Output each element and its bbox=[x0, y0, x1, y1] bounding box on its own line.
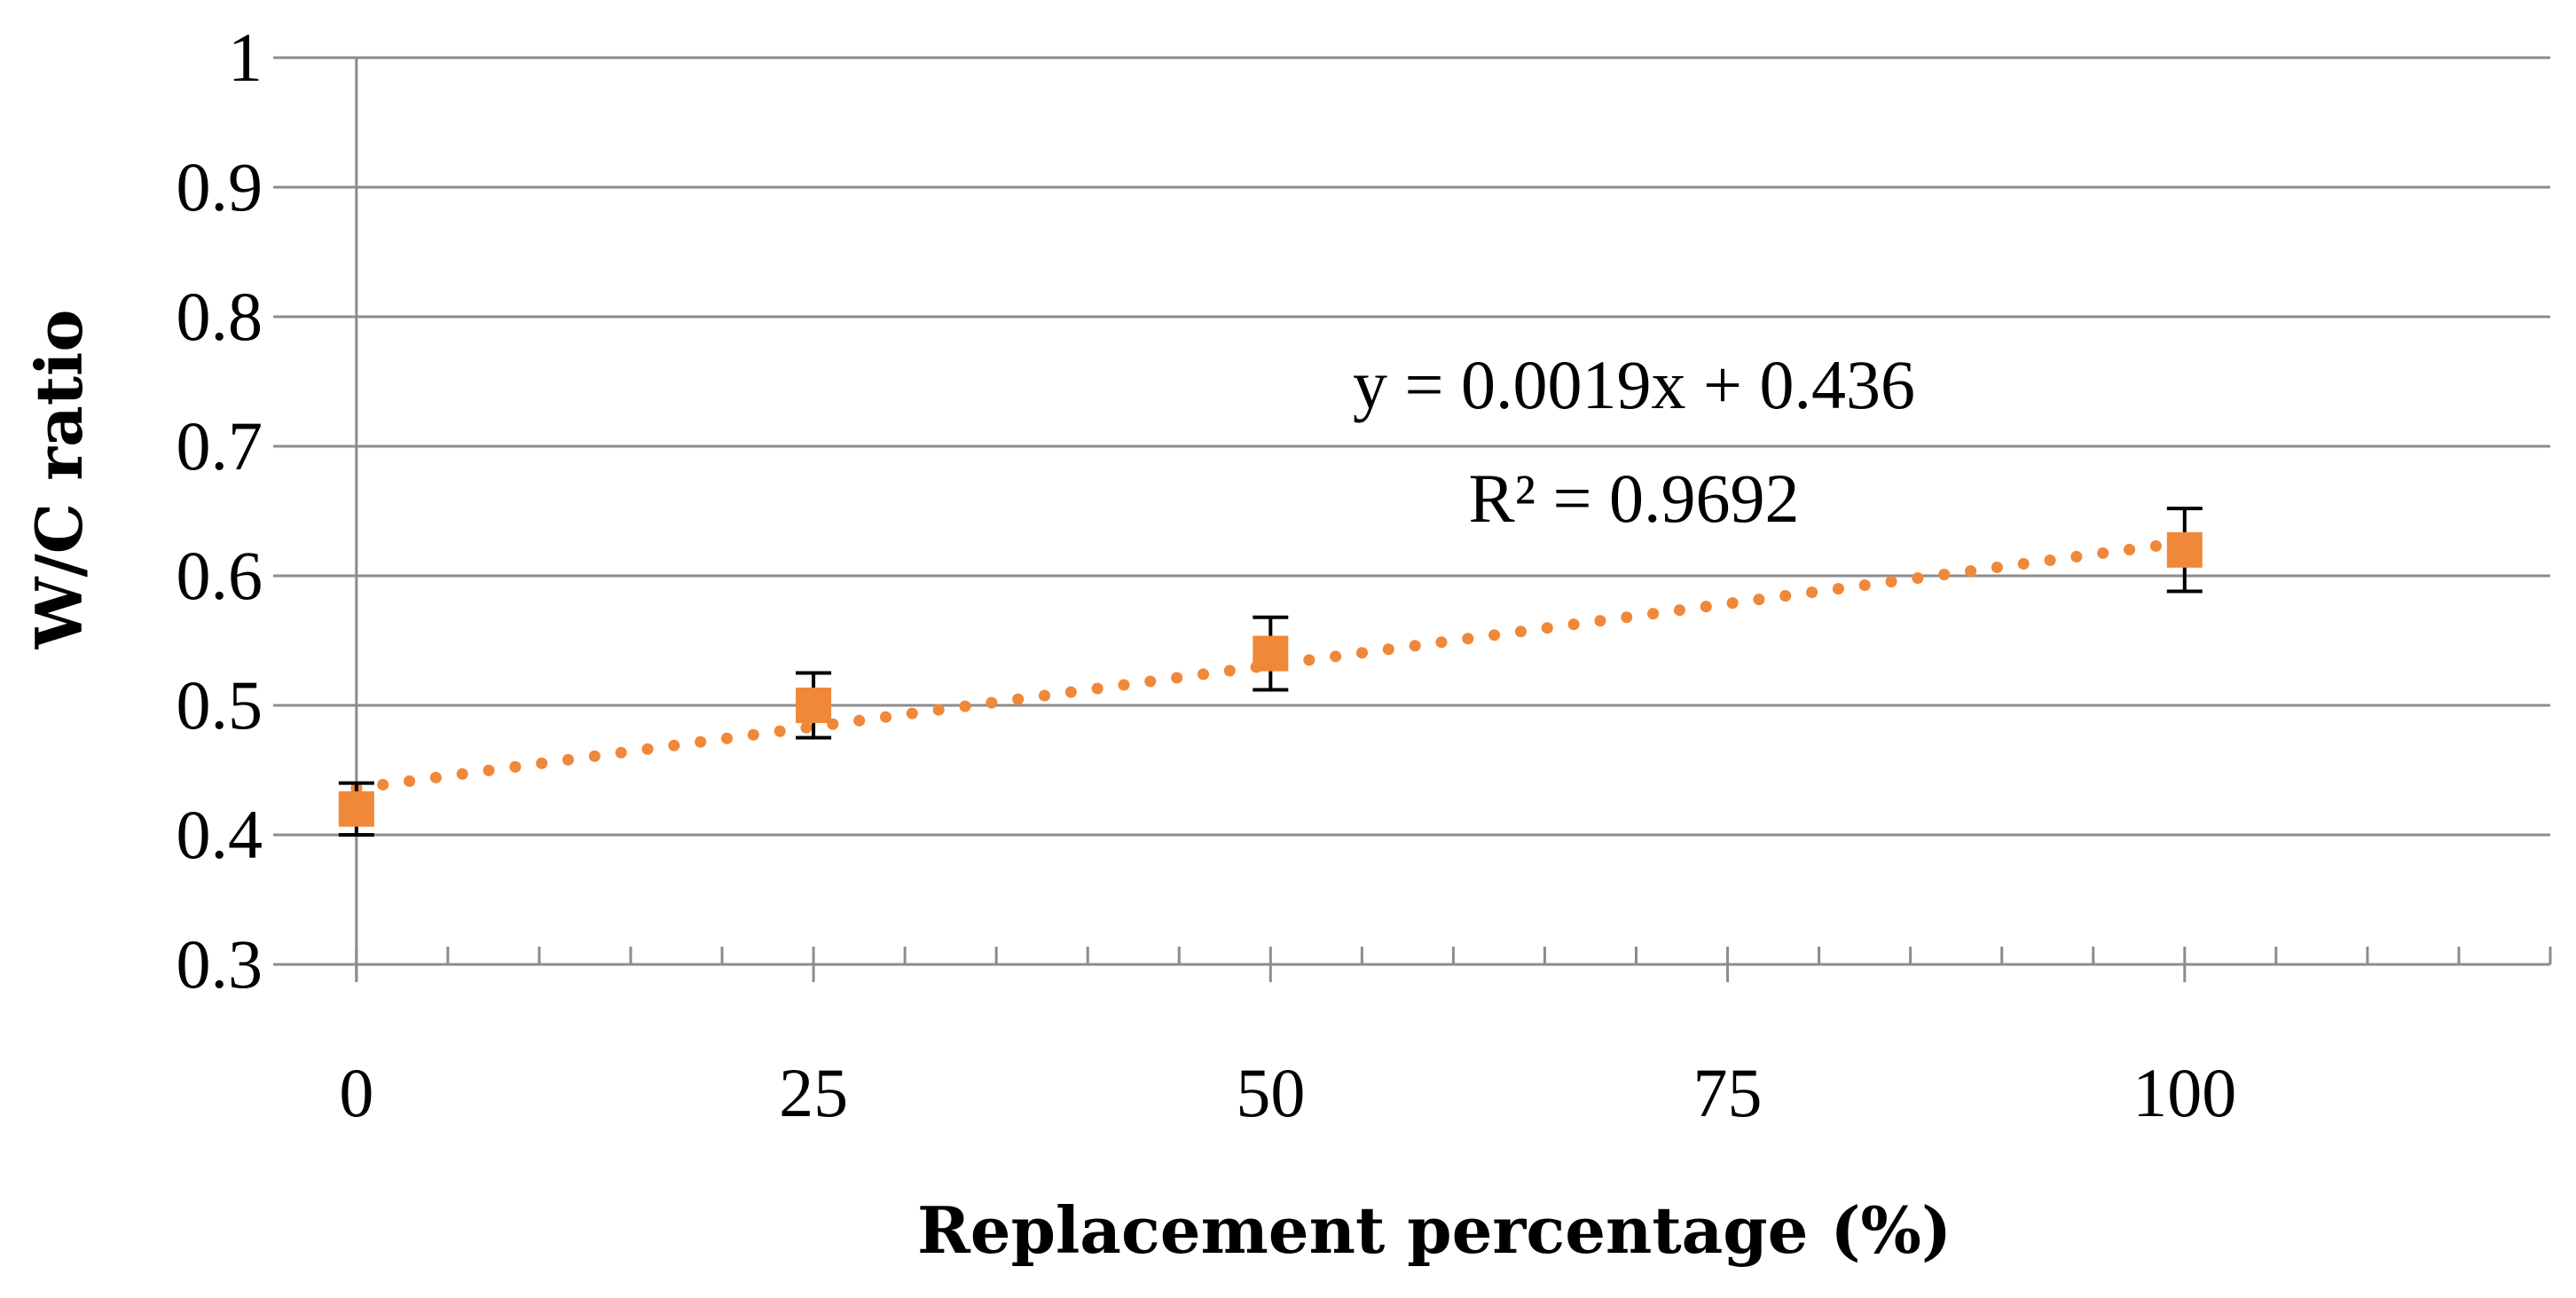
error-bars bbox=[338, 507, 2203, 837]
data-point-0 bbox=[338, 791, 374, 827]
data-points bbox=[338, 531, 2203, 827]
y-tick-label-2: 0.5 bbox=[177, 666, 263, 743]
y-axis-title: W/C ratio bbox=[21, 310, 97, 650]
x-tick-label-0: 0 bbox=[339, 1054, 373, 1131]
y-tick-label-5: 0.8 bbox=[177, 278, 263, 355]
data-point-3 bbox=[2166, 531, 2203, 568]
axes bbox=[273, 56, 2552, 982]
y-tick-label-7: 1 bbox=[228, 19, 263, 96]
y-tick-labels: 0.3 0.4 0.5 0.6 0.7 0.8 0.9 1 bbox=[177, 19, 263, 1003]
data-point-1 bbox=[796, 688, 832, 723]
y-tick-label-4: 0.7 bbox=[177, 407, 263, 484]
x-tick-labels: 0 25 50 75 100 bbox=[339, 1054, 2236, 1131]
x-tick-label-2: 50 bbox=[1236, 1054, 1305, 1131]
y-tick-label-6: 0.9 bbox=[177, 148, 263, 225]
x-tick-label-3: 75 bbox=[1693, 1054, 1763, 1131]
y-tick-label-3: 0.6 bbox=[177, 537, 263, 614]
y-tick-label-0: 0.3 bbox=[177, 925, 263, 1003]
x-tick-label-1: 25 bbox=[779, 1054, 848, 1131]
x-axis-title: Replacement percentage (%) bbox=[917, 1192, 1952, 1268]
r-squared-label: R² = 0.9692 bbox=[1469, 460, 1800, 537]
gridlines bbox=[302, 56, 2550, 837]
data-point-2 bbox=[1253, 635, 1289, 672]
x-tick-label-4: 100 bbox=[2132, 1054, 2236, 1131]
trendline-equation: y = 0.0019x + 0.436 bbox=[1353, 346, 1915, 423]
y-tick-label-1: 0.4 bbox=[177, 796, 263, 873]
